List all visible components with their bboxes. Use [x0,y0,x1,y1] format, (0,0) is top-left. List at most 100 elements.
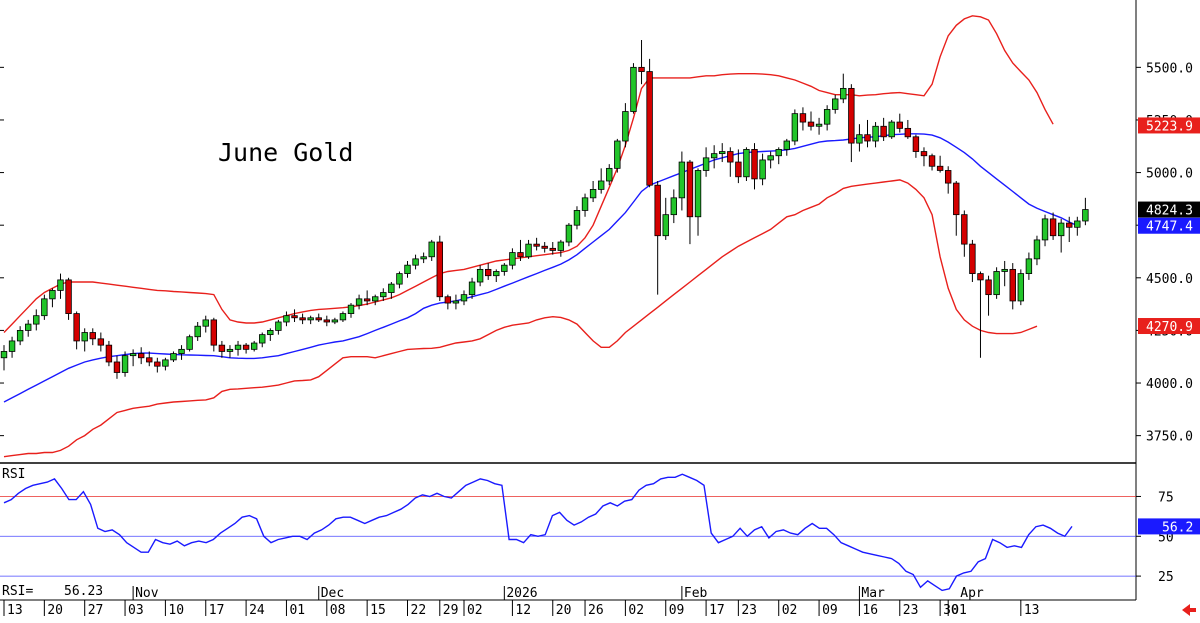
candle-body [170,353,177,361]
candle-body [65,279,72,314]
rsi-tick-label: 75 [1158,490,1174,505]
candle [299,313,306,325]
month-label: Apr [960,586,984,601]
week-tick-label: 02 [628,603,644,618]
candle-body [234,344,242,350]
candle [533,237,540,251]
candle [476,265,484,287]
candle [331,317,339,325]
candle-body [985,279,992,296]
candle [549,242,556,255]
week-tick-label: 17 [709,603,725,618]
candle [654,180,661,295]
week-tick-label: 01 [289,603,305,618]
candle-body [525,243,532,258]
candle [872,122,879,148]
candle-body [97,338,105,346]
month-label: 2026 [506,586,537,601]
candle-body [541,245,548,249]
candle [129,349,137,367]
candle [993,267,1000,299]
rsi-title: RSI [2,467,25,482]
rsi-line [3,473,1073,592]
candle [936,155,944,173]
candle [743,147,750,181]
candle-body [202,319,209,327]
week-tick-label: 22 [411,603,427,618]
candle-body [242,344,250,350]
candle [597,168,605,194]
candle-body [920,151,928,157]
candle-body [0,351,8,359]
candle-body [912,136,920,152]
candle [751,143,758,190]
price-tick-label: 5500.0 [1146,61,1193,76]
candle-body [1049,218,1057,237]
candle-body [1025,258,1033,274]
candle [791,109,799,146]
candle [242,343,250,354]
candle [452,294,460,310]
candle [622,103,629,148]
candle-body [1041,218,1049,241]
candle [194,321,201,341]
candle-body [823,109,831,125]
price-tag: 5223.9 [1138,117,1200,134]
chart-title: June Gold [218,138,353,167]
candle [154,357,161,373]
candle [89,328,96,346]
candle-body [250,342,258,350]
week-tick-label: 12 [515,603,531,618]
price-tick-label: 4000.0 [1146,377,1193,392]
rsi-readout-label: RSI= [2,584,33,599]
candle-body [105,344,113,363]
candle-body [1066,222,1073,228]
candle-body [662,214,669,237]
price-tick-label: 5000.0 [1146,167,1193,182]
candle-body [638,66,645,72]
candle-body [218,344,226,352]
candle-body [476,268,484,283]
candle [339,311,347,322]
candle [484,263,492,280]
week-tick-label: 09 [822,603,838,618]
candle [944,166,952,194]
price-tag-label: 5223.9 [1146,119,1193,134]
candle [49,288,56,308]
week-tick-label: 10 [168,603,184,618]
candle-body [8,340,16,352]
candle-body [129,353,137,357]
candle-body [307,317,314,321]
candle [848,84,855,163]
candle-body [493,271,500,277]
candle [178,345,185,360]
candle-body [428,241,435,258]
candle [16,326,24,346]
candle [436,235,443,301]
candle-body [1074,220,1081,228]
candle-body [154,361,161,367]
price-tag-label: 4747.4 [1146,220,1193,235]
candle-body [888,121,895,138]
candle-body [735,161,742,178]
candle [670,189,678,224]
candle-body [412,258,419,266]
candle-body [25,323,32,331]
candle [969,239,976,283]
rsi-value-tag-label: 56.2 [1162,520,1193,535]
moving-average-line [3,133,1078,403]
candle [372,294,379,306]
chart-frame [0,0,1137,601]
candle [146,351,153,367]
candle-body [517,252,524,258]
candle [541,242,548,253]
candle [57,273,64,299]
candle [8,336,16,358]
price-tick-label: 3750.0 [1146,430,1193,445]
candle-body [751,149,758,180]
scroll-left-arrow-icon[interactable] [1182,604,1196,616]
candle-body [969,243,976,274]
candle-body [832,98,839,110]
rsi-value-tag: 56.2 [1138,518,1200,535]
candle [1074,216,1081,236]
